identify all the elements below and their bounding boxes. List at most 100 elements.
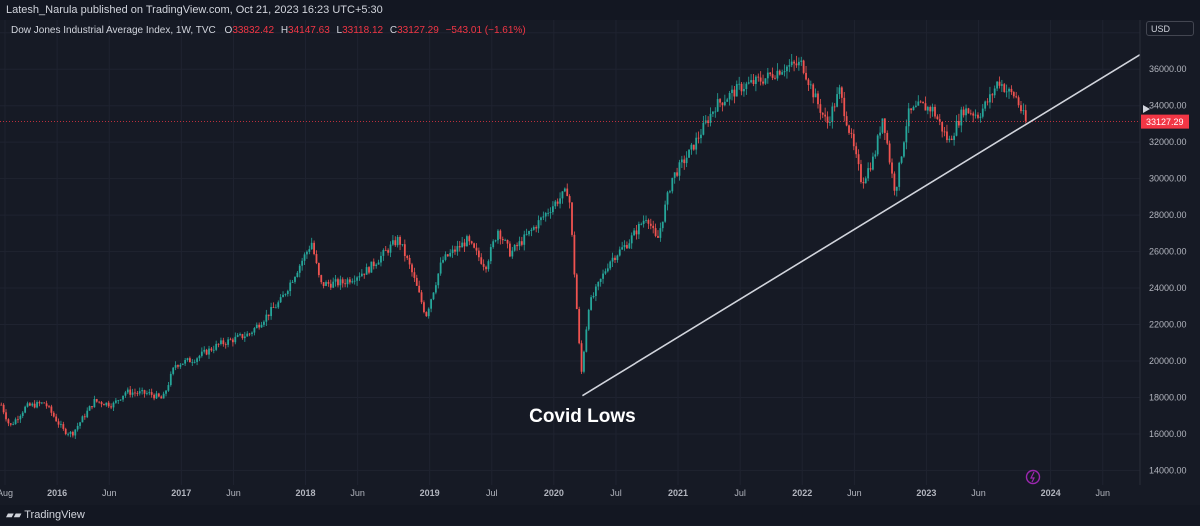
candle-body	[824, 114, 827, 117]
y-tick-label: 22000.00	[1149, 320, 1187, 330]
candle-body	[430, 299, 433, 309]
candle-body	[573, 234, 576, 275]
candle-body	[862, 181, 865, 184]
time-axis[interactable]: Aug 2016 Jun 2017 Jun 2018 Jun 2019 Jul 2020 Jul 20…	[0, 488, 1110, 498]
candle-body	[702, 122, 705, 135]
candle-body	[637, 223, 640, 235]
candle-body	[676, 172, 678, 176]
lightning-icon[interactable]	[1025, 469, 1041, 485]
candle-body	[172, 367, 175, 374]
x-tick-label: 2018	[295, 488, 315, 498]
candle-body	[160, 396, 163, 399]
y-tick-label: 30000.00	[1149, 174, 1187, 184]
candle-body	[377, 262, 380, 265]
candle-body	[575, 274, 578, 310]
trendline[interactable]	[582, 53, 1141, 397]
candle-body	[621, 247, 624, 250]
candle-body	[700, 134, 702, 139]
candle-body	[821, 112, 824, 115]
candle-body	[231, 339, 234, 343]
close-value: 33127.29	[397, 25, 439, 36]
candle-body	[984, 101, 987, 109]
candle-body	[437, 273, 440, 286]
y-tick-label: 18000.00	[1149, 392, 1187, 402]
candle-body	[769, 72, 772, 75]
price-chart[interactable]: Covid Lows 14000.00 16000.00 18000.00 20000…	[0, 0, 1200, 505]
candle-body	[757, 76, 760, 78]
candle-body	[831, 106, 834, 123]
candle-body	[628, 243, 631, 249]
candle-body	[200, 351, 203, 356]
candle-body	[411, 264, 413, 273]
candle-body	[986, 101, 989, 103]
candle-body	[774, 77, 776, 79]
price-axis[interactable]: 14000.00 16000.00 18000.00 20000.00 22000.00…	[1149, 28, 1187, 476]
scroll-right-icon[interactable]	[1143, 105, 1150, 113]
candle-body	[938, 119, 941, 122]
candle-body	[205, 349, 208, 355]
candle-body	[153, 394, 155, 399]
candle-body	[943, 131, 946, 133]
candle-body	[504, 239, 507, 241]
candle-body	[540, 217, 542, 221]
candle-body	[186, 358, 189, 361]
candle-body	[427, 308, 430, 317]
candle-body	[446, 254, 449, 257]
candle-body	[948, 138, 951, 141]
currency-selector[interactable]: USD	[1146, 21, 1194, 36]
annotation-label: Covid Lows	[529, 406, 636, 427]
candle-body	[303, 254, 306, 261]
candle-body	[499, 230, 502, 239]
candle-body	[36, 402, 38, 408]
candle-body	[860, 164, 862, 182]
high-label: H	[280, 25, 289, 36]
candle-body	[267, 314, 270, 317]
candle-body	[855, 146, 858, 155]
candle-body	[645, 220, 647, 221]
candle-body	[695, 137, 698, 150]
price-axis-background	[1140, 20, 1200, 485]
candle-body	[618, 249, 621, 256]
candle-body	[556, 201, 559, 204]
candle-body	[630, 235, 633, 244]
candle-body	[733, 89, 736, 97]
candle-body	[719, 99, 721, 103]
candle-body	[403, 244, 406, 257]
candle-body	[680, 159, 683, 163]
candle-body	[606, 268, 609, 272]
candle-body	[234, 336, 237, 343]
candle-body	[566, 188, 569, 197]
candle-body	[103, 404, 105, 406]
candle-body	[530, 229, 533, 231]
tradingview-logo-icon[interactable]: ▰▰	[6, 510, 22, 521]
candle-body	[640, 223, 643, 225]
candle-body	[688, 149, 690, 158]
candle-body	[754, 76, 757, 85]
candle-body	[60, 424, 62, 425]
candle-body	[451, 249, 454, 253]
candle-body	[731, 89, 733, 94]
candle-body	[327, 282, 330, 284]
candle-body	[203, 349, 206, 352]
candle-body	[747, 82, 750, 84]
x-tick-label: 2021	[668, 488, 688, 498]
candle-body	[626, 245, 628, 249]
candle-body	[423, 302, 425, 313]
candle-body	[972, 113, 975, 116]
candle-body	[48, 406, 50, 408]
candle-body	[1008, 88, 1010, 92]
candle-body	[843, 97, 846, 117]
candle-body	[26, 403, 29, 407]
x-tick-label: Jun	[102, 488, 117, 498]
candle-body	[217, 343, 220, 345]
candle-body	[444, 254, 447, 260]
x-tick-label: Jun	[847, 488, 862, 498]
candle-body	[669, 191, 671, 193]
candle-body	[346, 279, 349, 285]
candle-body	[360, 273, 363, 277]
candle-body	[174, 365, 177, 368]
candle-body	[236, 335, 239, 337]
candle-body	[953, 135, 956, 141]
candle-body	[547, 212, 550, 214]
candle-body	[380, 255, 382, 263]
